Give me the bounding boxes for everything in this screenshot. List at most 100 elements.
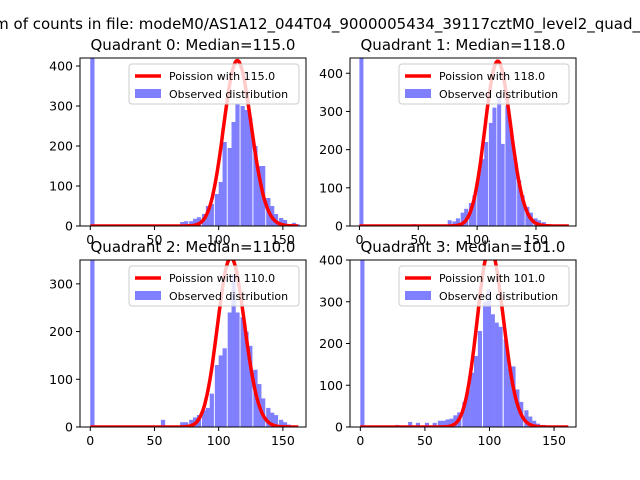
legend-label-poisson: Poission with 115.0 [169, 70, 275, 83]
x-tick-label: 100 [478, 433, 502, 448]
histogram-bar [507, 368, 512, 427]
histogram-bar [273, 415, 279, 427]
x-tick-label: 0 [355, 232, 363, 247]
y-tick-label: 0 [335, 219, 343, 234]
histogram-bar [486, 289, 492, 427]
histogram-bar [235, 312, 240, 427]
histogram-bar [180, 222, 185, 226]
histogram-bar [218, 182, 223, 226]
subplot-title: Quadrant 3: Median=101.0 [361, 238, 566, 256]
poisson-line [359, 260, 569, 427]
histogram-bar [180, 422, 185, 427]
axes-frame [349, 57, 577, 227]
legend-label-observed: Observed distribution [169, 88, 288, 101]
histogram-bar [455, 218, 460, 226]
y-tick-label: 400 [319, 66, 343, 81]
subplot-1: 0 50 100 150 0 100 200 300 400 Quadrant 1: Median… [319, 36, 577, 247]
legend-bar-swatch [405, 291, 431, 300]
histogram-bar [445, 419, 450, 427]
histogram-bar [520, 195, 525, 226]
x-tick-label: 0 [86, 433, 94, 448]
histogram-bar [359, 58, 364, 226]
histogram-bar [470, 372, 475, 427]
histogram-bar [282, 422, 288, 427]
histogram-bar [189, 221, 194, 226]
x-tick-label: 150 [542, 433, 566, 448]
poisson-line [89, 58, 299, 226]
histogram-bar [184, 422, 189, 427]
axes-frame [79, 259, 307, 428]
histogram-bar [447, 220, 452, 226]
legend-bar-swatch [405, 89, 431, 98]
histogram-bar [466, 389, 471, 427]
subplot-0: 0 50 100 150 0 100 200 300 400 Quadrant 0: Median… [49, 36, 307, 247]
y-tick-label: 100 [319, 180, 343, 195]
histogram-bar [248, 345, 253, 427]
histogram-bar [484, 142, 489, 226]
legend-box [128, 265, 300, 307]
histogram-bar [477, 330, 482, 427]
subplot-title: Quadrant 2: Median=110.0 [91, 238, 296, 256]
x-tick-label: 150 [271, 232, 295, 247]
histogram-bar [218, 355, 223, 427]
histogram-bar [227, 148, 232, 226]
y-tick-label: 200 [319, 336, 343, 351]
x-tick-label: 100 [207, 433, 231, 448]
histogram-bar [184, 221, 189, 226]
histogram-bar [160, 419, 166, 427]
legend-label-poisson: Poission with 101.0 [439, 272, 545, 285]
x-tick-label: 50 [147, 433, 163, 448]
y-tick-label: 200 [319, 142, 343, 157]
y-tick-label: 300 [49, 99, 73, 114]
y-tick-label: 400 [49, 59, 73, 74]
x-tick-label: 0 [86, 232, 94, 247]
legend-label-poisson: Poission with 110.0 [169, 272, 275, 285]
histogram-bar [473, 356, 479, 427]
x-tick-label: 100 [207, 232, 231, 247]
legend-box [398, 265, 570, 307]
histogram-bar [189, 419, 194, 427]
y-tick-label: 200 [49, 324, 73, 339]
histogram-bar [360, 260, 365, 427]
x-tick-label: 100 [465, 232, 489, 247]
poisson-line [89, 260, 299, 427]
histogram-bar [244, 331, 249, 427]
y-tick-label: 100 [319, 378, 343, 393]
legend-label-observed: Observed distribution [439, 290, 558, 303]
histogram-bar [248, 118, 253, 226]
histogram-bar [449, 418, 454, 427]
histogram-bar [266, 407, 271, 427]
histogram-bar [222, 348, 227, 427]
histogram-bar [253, 146, 258, 226]
histogram-bar [517, 180, 522, 226]
x-tick-label: 0 [356, 433, 364, 448]
histogram-bar [492, 107, 497, 226]
histogram-bar [483, 301, 488, 427]
histogram-bar [512, 157, 517, 226]
x-tick-label: 150 [524, 232, 548, 247]
x-tick-label: 50 [410, 232, 426, 247]
legend-box [398, 63, 570, 105]
histogram-bar [498, 326, 503, 427]
histogram-bar [279, 419, 284, 427]
histogram-bar [472, 195, 477, 226]
histogram-bar [270, 412, 275, 427]
histogram-bar [201, 410, 207, 427]
poisson-line [358, 59, 570, 226]
legend-box [128, 63, 300, 105]
histogram-bar [452, 221, 457, 226]
histogram-bar [205, 206, 211, 226]
histogram-bar [494, 322, 499, 427]
subplot-3: 0 50 100 150 0 100 200 300 400 Quadrant 3: Median… [319, 238, 577, 448]
histogram-bar [497, 98, 502, 226]
y-tick-label: 300 [319, 294, 343, 309]
histogram-bar [415, 422, 420, 427]
histogram-bar [214, 194, 220, 226]
plot-area [358, 58, 570, 226]
histogram-bar [460, 212, 465, 226]
plot-area [359, 260, 569, 427]
y-tick-label: 0 [65, 219, 73, 234]
histogram-bar [508, 130, 513, 226]
